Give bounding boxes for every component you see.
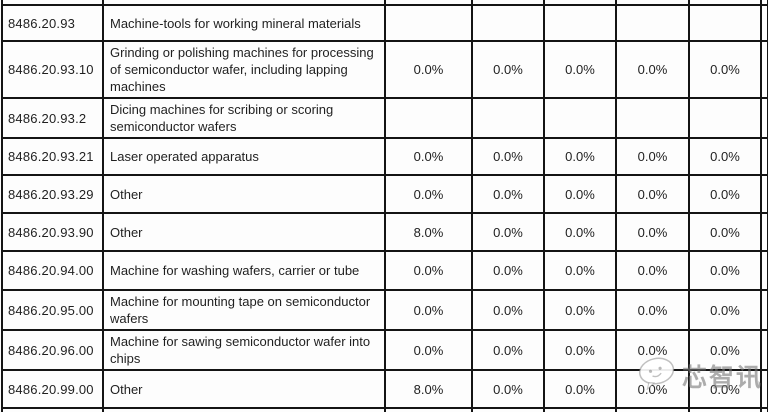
hs-code-cell xyxy=(1,407,104,412)
rate-cell xyxy=(543,4,617,42)
table-row: 8486.20.94.00 Machine for washing wafers… xyxy=(1,250,768,291)
table-row: 8486.20.93.29 Other 0.0% 0.0% 0.0% 0.0% … xyxy=(1,174,768,214)
rate-cell xyxy=(471,4,545,42)
rate-cell: 0.0% xyxy=(688,250,762,291)
description-cell: Machine for mounting tape on semiconduct… xyxy=(102,289,386,331)
rate-cell: 0.0% xyxy=(471,250,545,291)
hs-code-cell: 8486.20.93.90 xyxy=(1,212,104,252)
hs-code-cell: 8486.20.93 xyxy=(1,4,104,42)
rate-cell: 0.0% xyxy=(615,289,690,331)
rate-cell: 0.0% xyxy=(688,329,762,371)
rate-cell: 0.0% xyxy=(384,40,473,99)
description-cell: Machine for sawing semiconductor wafer i… xyxy=(102,329,386,371)
rate-cell: 0.0% xyxy=(543,137,617,176)
rate-cell: 0.0% xyxy=(688,289,762,331)
hs-code-cell: 8486.20.93.2 xyxy=(1,97,104,139)
rate-cell: 0.0% xyxy=(688,369,762,409)
rate-cell: 0.0% xyxy=(543,369,617,409)
hs-code-cell xyxy=(1,0,104,6)
hs-code-cell: 8486.20.94.00 xyxy=(1,250,104,291)
rate-cell xyxy=(471,97,545,139)
table-row: 8486.20.93.10 Grinding or polishing mach… xyxy=(1,40,768,99)
rate-cell: 0.0% xyxy=(471,212,545,252)
description-cell: Grinding or polishing machines for proce… xyxy=(102,40,386,99)
rate-cell: 0.0% xyxy=(615,40,690,99)
hs-code-cell: 8486.20.93.21 xyxy=(1,137,104,176)
rate-cell xyxy=(688,4,762,42)
rate-cell: 0.0% xyxy=(471,329,545,371)
table-row: 8486.20.93.21 Laser operated apparatus 0… xyxy=(1,137,768,176)
rate-cell: 0.0% xyxy=(688,137,762,176)
table-row: 8486.20.93 Machine-tools for working min… xyxy=(1,4,768,42)
rate-cell xyxy=(615,4,690,42)
rate-cell: 0.0% xyxy=(384,174,473,214)
rate-cell: 8.0% xyxy=(384,369,473,409)
rate-cell: 0.0% xyxy=(615,137,690,176)
table-row: 8486.20.96.00 Machine for sawing semicon… xyxy=(1,329,768,371)
table-row-partial-top xyxy=(1,0,768,6)
description-cell xyxy=(102,407,386,412)
rate-cell: 0.0% xyxy=(543,289,617,331)
rate-cell xyxy=(384,4,473,42)
rate-cell: 0.0% xyxy=(615,369,690,409)
hs-code-cell: 8486.20.96.00 xyxy=(1,329,104,371)
table-row: 8486.20.93.2 Dicing machines for scribin… xyxy=(1,97,768,139)
description-cell: Other xyxy=(102,212,386,252)
table-row: 8486.20.93.90 Other 8.0% 0.0% 0.0% 0.0% … xyxy=(1,212,768,252)
description-cell: Dicing machines for scribing or scoring … xyxy=(102,97,386,139)
rate-cell xyxy=(688,97,762,139)
rate-cell: 0.0% xyxy=(471,174,545,214)
hs-code-cell: 8486.20.93.10 xyxy=(1,40,104,99)
rate-cell: 0.0% xyxy=(615,212,690,252)
rate-cell: 0.0% xyxy=(543,40,617,99)
description-cell: Machine-tools for working mineral materi… xyxy=(102,4,386,42)
rate-cell: 0.0% xyxy=(688,212,762,252)
rate-cell: 0.0% xyxy=(543,174,617,214)
rate-cell: 0.0% xyxy=(543,329,617,371)
description-cell: Other xyxy=(102,369,386,409)
rate-cell: 0.0% xyxy=(543,212,617,252)
hs-code-cell: 8486.20.95.00 xyxy=(1,289,104,331)
rate-cell: 0.0% xyxy=(615,329,690,371)
rate-cell: 0.0% xyxy=(615,174,690,214)
table-row: 8486.20.99.00 Other 8.0% 0.0% 0.0% 0.0% … xyxy=(1,369,768,409)
rate-cell: 0.0% xyxy=(471,137,545,176)
rate-cell: 0.0% xyxy=(384,289,473,331)
hs-code-cell: 8486.20.93.29 xyxy=(1,174,104,214)
description-cell: Laser operated apparatus xyxy=(102,137,386,176)
hs-code-cell: 8486.20.99.00 xyxy=(1,369,104,409)
rate-cell: 0.0% xyxy=(688,174,762,214)
description-cell xyxy=(102,0,386,6)
rate-cell: 0.0% xyxy=(384,137,473,176)
rate-cell: 0.0% xyxy=(384,250,473,291)
rate-cell: 0.0% xyxy=(471,40,545,99)
rate-cell: 0.0% xyxy=(471,369,545,409)
rate-cell: 0.0% xyxy=(615,250,690,291)
description-cell: Machine for washing wafers, carrier or t… xyxy=(102,250,386,291)
description-cell: Other xyxy=(102,174,386,214)
table-row: 8486.20.95.00 Machine for mounting tape … xyxy=(1,289,768,331)
table-row-partial-bottom xyxy=(1,407,768,412)
rate-cell: 0.0% xyxy=(543,250,617,291)
rate-cell: 0.0% xyxy=(471,289,545,331)
rate-cell: 0.0% xyxy=(688,40,762,99)
rate-cell: 0.0% xyxy=(384,329,473,371)
rate-cell xyxy=(543,97,617,139)
rate-cell xyxy=(384,97,473,139)
rate-cell: 8.0% xyxy=(384,212,473,252)
rate-cell xyxy=(615,97,690,139)
